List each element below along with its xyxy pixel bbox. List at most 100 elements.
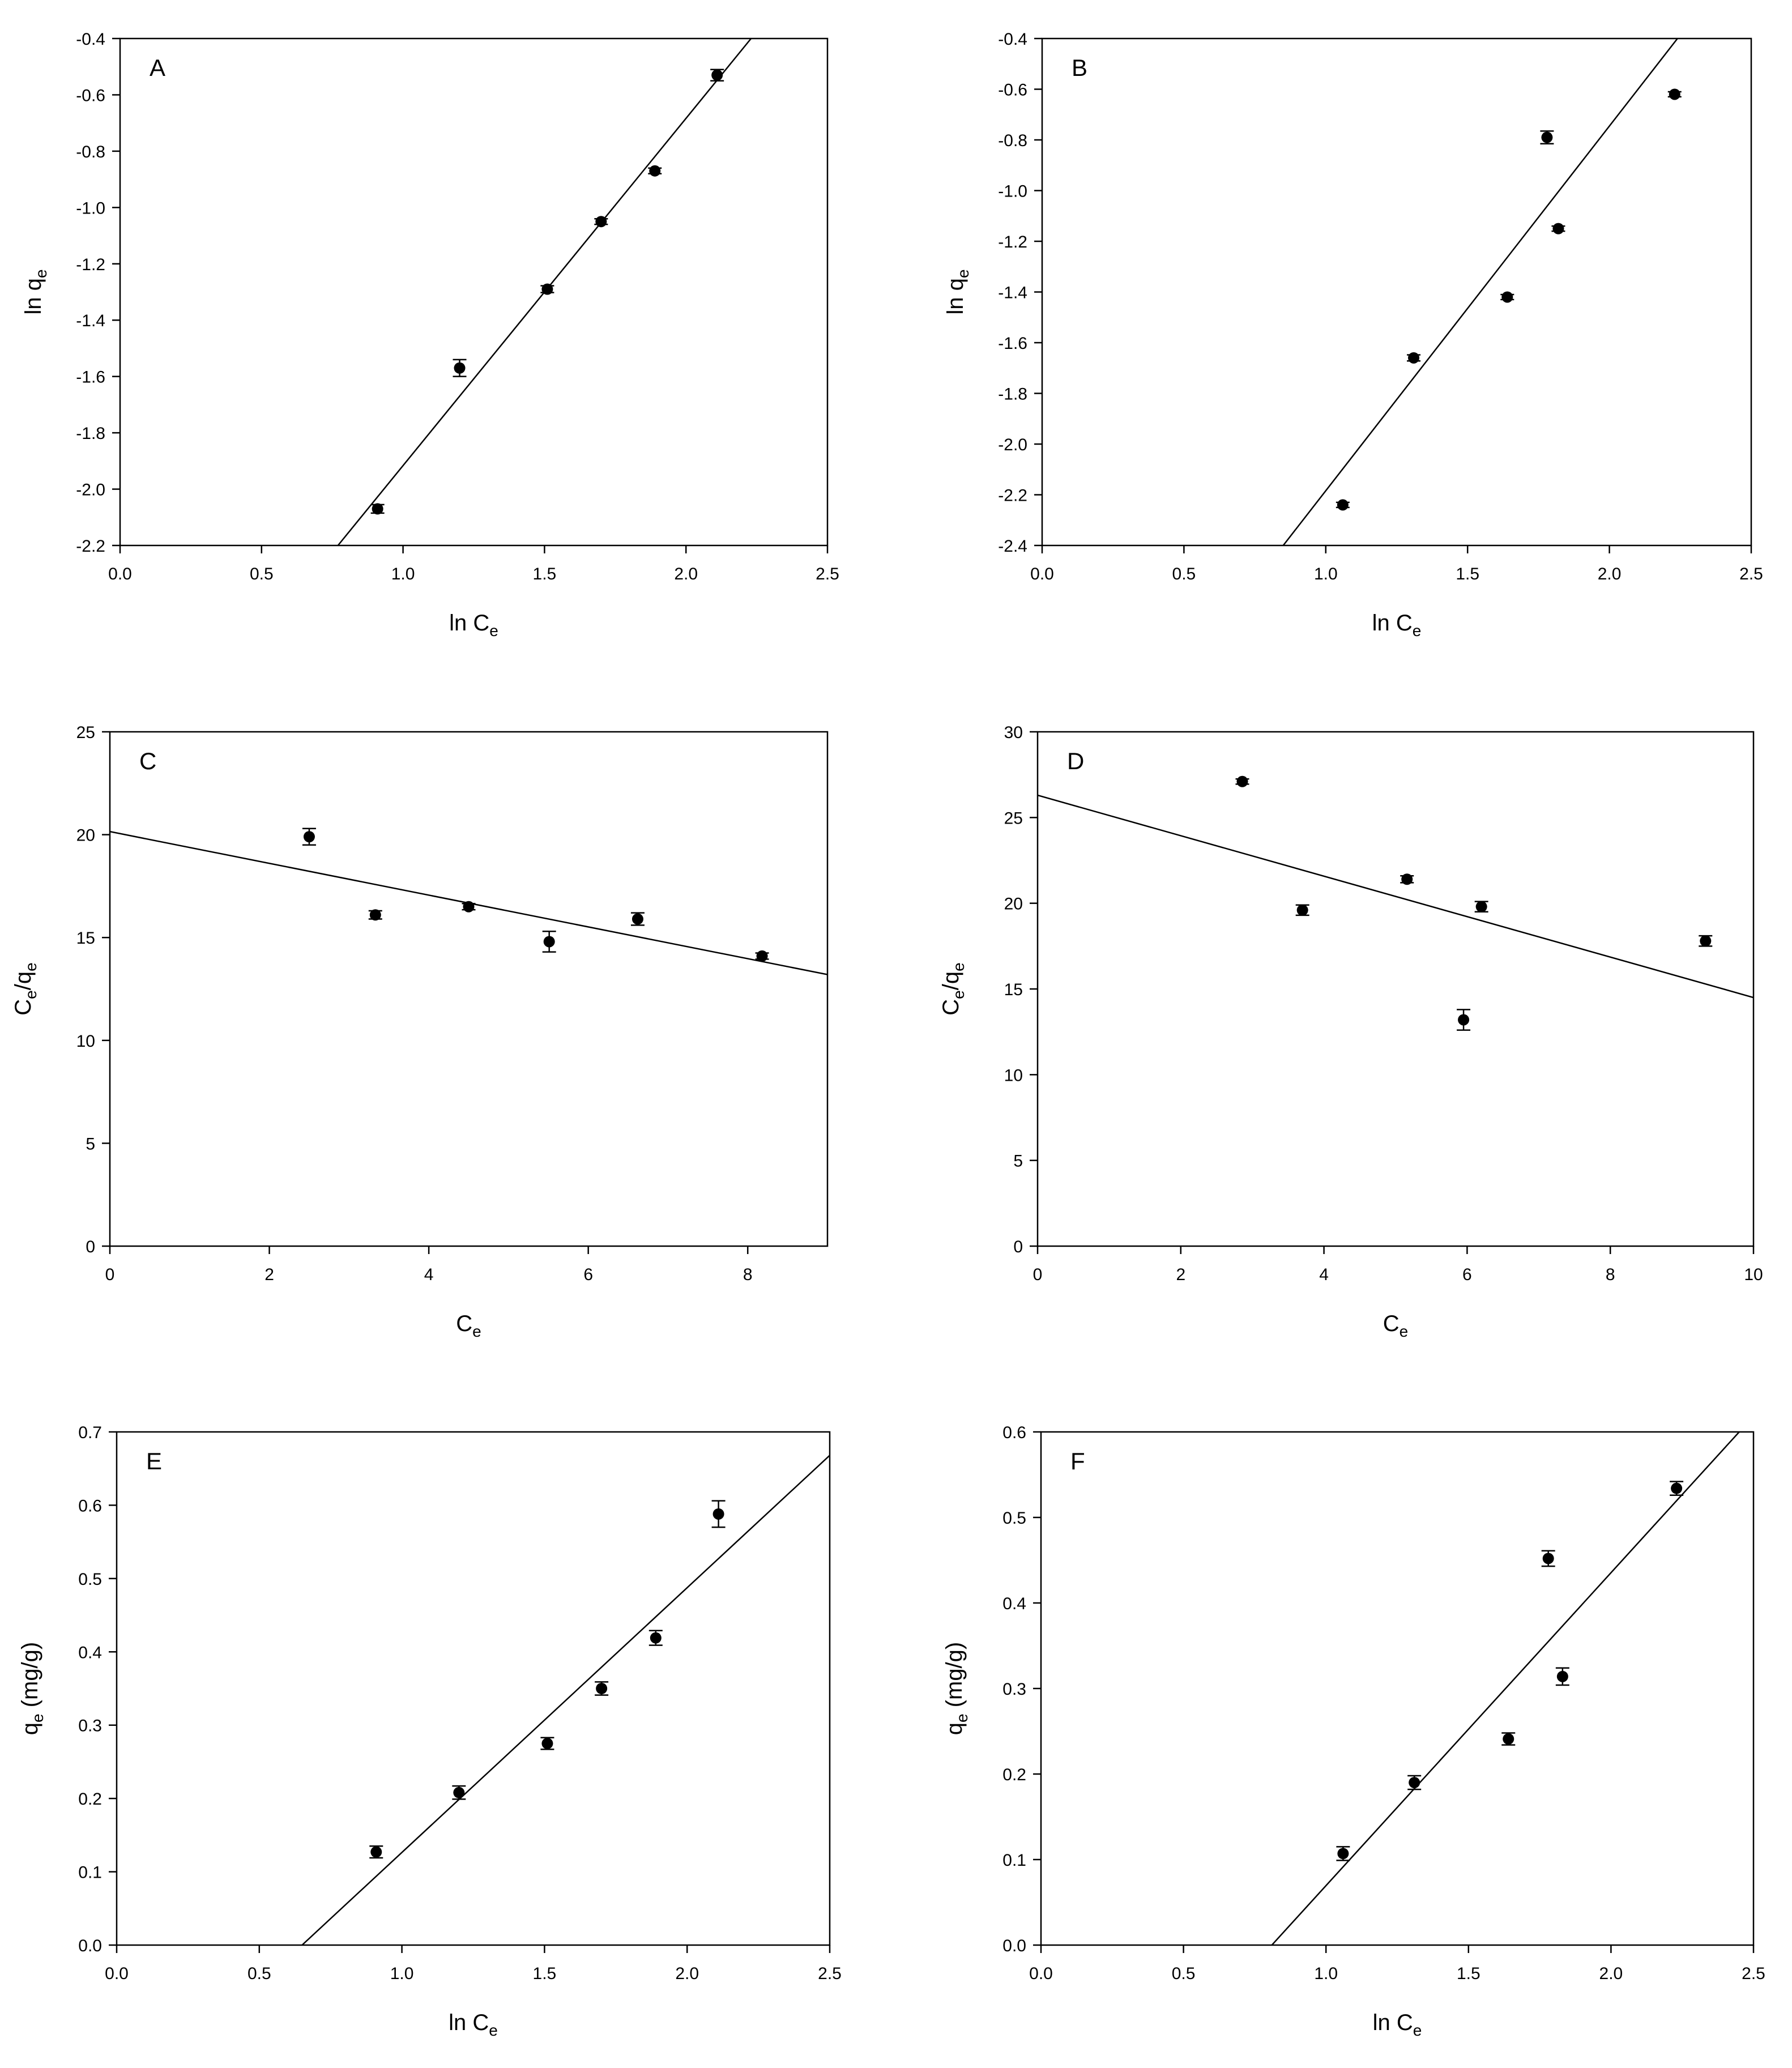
x-axis-title: Ce (456, 1311, 481, 1340)
x-tick-label: 4 (1319, 1265, 1329, 1284)
y-axis-title: qe (mg/g) (942, 1642, 971, 1736)
data-point-group (710, 69, 724, 82)
data-point (1503, 1733, 1514, 1745)
data-point-group (1501, 1732, 1516, 1746)
y-tick-label: -1.4 (76, 312, 105, 330)
panel-label: C (139, 748, 156, 774)
y-axis-label-subscript: e (29, 1713, 46, 1722)
y-tick-label: 0.2 (78, 1790, 102, 1809)
y-axis-label-main: C (11, 999, 36, 1016)
y-axis-label-subscript: e (22, 990, 40, 999)
panel-label: B (1072, 54, 1087, 81)
x-tick-label: 2.5 (1739, 565, 1763, 583)
y-axis-label-main: ln q (21, 278, 46, 315)
y-tick-label: 5 (1013, 1152, 1023, 1171)
data-point-group (540, 283, 554, 295)
panel-label: A (150, 54, 165, 81)
y-tick-label: 0.4 (78, 1643, 102, 1662)
y-tick-label: 0.1 (1002, 1851, 1026, 1870)
x-tick-label: 0.0 (1030, 565, 1054, 583)
data-point-group (711, 1500, 726, 1528)
data-point (1542, 1553, 1554, 1564)
x-tick-label: 10 (1744, 1265, 1763, 1284)
y-tick-label: 0.4 (1002, 1594, 1026, 1613)
data-point (650, 1632, 662, 1644)
y-tick-label: -1.2 (998, 233, 1027, 251)
data-point (541, 1738, 553, 1750)
y-tick-label: 0.0 (78, 1937, 102, 1955)
data-point (1408, 352, 1420, 364)
x-tick-label: 0 (105, 1265, 115, 1284)
data-point (369, 909, 381, 921)
y-axis-title: Ce/qe (938, 962, 967, 1015)
y-axis-label-main: q (18, 1722, 42, 1735)
fit-line (1282, 39, 1678, 545)
data-point (1671, 1482, 1683, 1494)
y-tick-label: -1.0 (998, 182, 1027, 201)
data-point (453, 1786, 465, 1798)
x-axis-label-subscript: e (489, 2022, 498, 2039)
y-tick-label: 0.3 (1002, 1680, 1026, 1699)
data-point-group (1667, 88, 1682, 100)
y-axis-label-main: C (938, 999, 963, 1016)
data-point-group (542, 931, 556, 953)
y-axis-title: Ce/qe (11, 962, 40, 1015)
data-point (1556, 1670, 1568, 1682)
data-point (543, 936, 555, 948)
data-point-group (370, 503, 385, 515)
y-tick-label: -2.2 (76, 537, 105, 556)
x-tick-label: 8 (1606, 1265, 1615, 1284)
chart-panel-e: 0.0 0.5 1.0 1.5 2.0 2.5 0.0 0.1 0.2 0.3 0.4 0.5 0.6 0… (18, 1423, 842, 2039)
x-tick-label: 0.0 (1029, 1964, 1053, 1983)
y-axis-title: ln qe (943, 269, 972, 314)
y-tick-label: -0.4 (998, 30, 1027, 49)
data-point (1296, 904, 1308, 916)
data-point (595, 216, 607, 228)
y-axis-label-rest: /q (11, 971, 36, 990)
y-tick-label: -0.8 (998, 131, 1027, 150)
x-tick-label: 2.5 (1742, 1964, 1765, 1983)
data-point-group (1500, 291, 1514, 303)
plot-frame (116, 1431, 831, 1946)
y-axis-title: qe (mg/g) (18, 1642, 46, 1736)
x-tick-label: 1.5 (1456, 565, 1479, 583)
plot-frame (1040, 1431, 1755, 1946)
data-point-group (648, 1630, 663, 1646)
data-point-group (1400, 873, 1414, 885)
x-tick-label: 2 (264, 1265, 274, 1284)
y-tick-label: -1.8 (76, 424, 105, 443)
data-point (1409, 1777, 1420, 1789)
data-point (1552, 223, 1564, 234)
y-axis-label-rest: (mg/g) (942, 1642, 967, 1714)
panel-label: D (1067, 748, 1084, 774)
x-tick-label: 2.0 (1599, 1964, 1623, 1983)
chart-panel-a: 0.0 0.5 1.0 1.5 2.0 2.5 -2.2 -2.0 -1.8 -1.6 -1.4 -1… (21, 30, 839, 639)
x-tick-label: 0.5 (250, 565, 274, 583)
x-tick-label: 1.0 (390, 1964, 414, 1983)
y-tick-label: 10 (76, 1032, 95, 1051)
y-tick-label: 0.1 (78, 1864, 102, 1882)
fit-line (1038, 794, 1753, 999)
y-tick-label: 0 (86, 1238, 95, 1256)
y-tick-label: 0 (1013, 1238, 1023, 1256)
x-axis-title: ln Ce (1373, 2010, 1422, 2039)
y-axis-label-subscript-2: e (950, 962, 967, 971)
x-axis-label-subscript: e (1413, 2022, 1422, 2039)
data-point-group (1474, 901, 1488, 913)
x-tick-label: 0 (1033, 1265, 1043, 1284)
data-point-group (368, 909, 382, 921)
data-point (370, 1846, 382, 1858)
y-axis-label-subscript: e (954, 269, 972, 278)
x-tick-label: 2.0 (1598, 565, 1622, 583)
y-tick-label: 0.3 (78, 1717, 102, 1736)
data-point-group (1457, 1009, 1471, 1031)
y-tick-label: 15 (1004, 980, 1023, 999)
y-tick-label: -1.0 (76, 199, 105, 218)
y-axis-label-main: ln q (943, 278, 968, 315)
x-tick-label: 0.0 (108, 565, 132, 583)
plot-frame (1041, 37, 1752, 547)
x-axis-title: Ce (1383, 1311, 1408, 1340)
data-point-group (1540, 130, 1554, 144)
x-axis-label-main: C (456, 1311, 472, 1336)
y-tick-label: 0.6 (78, 1496, 102, 1515)
